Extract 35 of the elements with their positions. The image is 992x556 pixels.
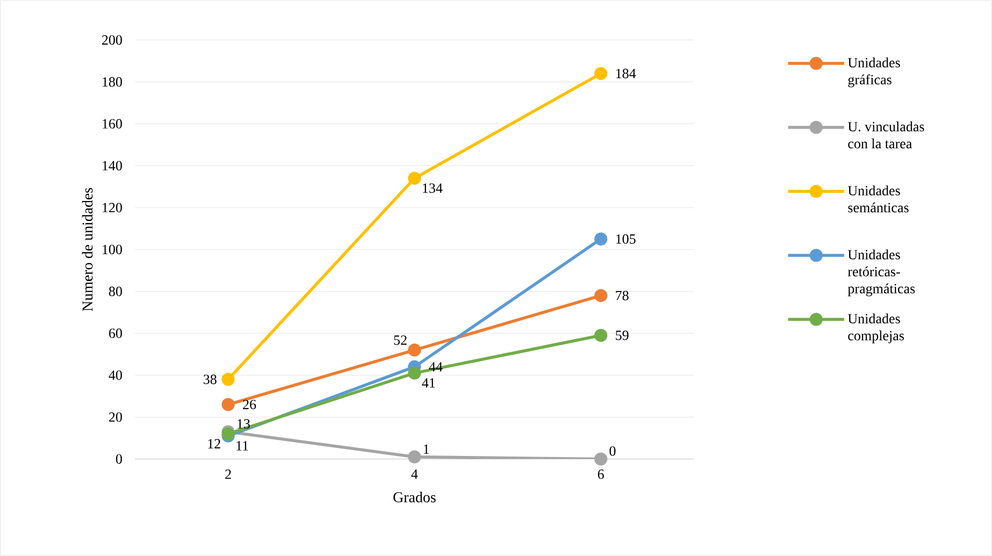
data-label: 0 bbox=[610, 446, 616, 456]
data-label: 52 bbox=[394, 335, 407, 345]
y-tick-label: 0 bbox=[116, 454, 122, 464]
data-label: 26 bbox=[242, 400, 256, 410]
y-tick-label: 100 bbox=[102, 244, 122, 254]
data-label: 38 bbox=[204, 374, 216, 384]
y-tick-label: 60 bbox=[109, 328, 122, 338]
data-label: 13 bbox=[238, 419, 250, 429]
legend-label: Unidades complejas bbox=[848, 314, 904, 344]
y-axis-title: Numero de unidades bbox=[82, 188, 93, 312]
data-label: 78 bbox=[616, 290, 629, 300]
x-axis-title: Grados bbox=[393, 492, 436, 502]
y-tick-label: 180 bbox=[102, 77, 122, 87]
data-label: 184 bbox=[616, 68, 636, 78]
legend-label: U. vinculadas con la tarea bbox=[848, 122, 924, 148]
y-tick-label: 140 bbox=[102, 160, 122, 170]
y-tick-label: 160 bbox=[102, 119, 122, 129]
x-tick-label: 4 bbox=[411, 470, 418, 479]
legend-label: Unidades retóricas-pragmáticas bbox=[848, 250, 915, 296]
data-label: 11 bbox=[236, 441, 248, 450]
y-tick-label: 200 bbox=[102, 35, 122, 45]
x-tick-label: 6 bbox=[598, 470, 604, 479]
data-label: 59 bbox=[616, 330, 628, 340]
legend-label: Unidades gráficas bbox=[848, 58, 900, 88]
data-label: 105 bbox=[616, 234, 636, 244]
data-label: 1 bbox=[424, 444, 429, 454]
data-label: 41 bbox=[422, 378, 435, 388]
data-label: 134 bbox=[422, 183, 442, 193]
y-tick-label: 80 bbox=[109, 286, 122, 296]
data-label: 12 bbox=[208, 439, 220, 448]
legend-label: Unidades semánticas bbox=[848, 186, 909, 212]
x-tick-label: 2 bbox=[225, 470, 231, 479]
y-tick-label: 40 bbox=[108, 370, 122, 380]
y-tick-label: 120 bbox=[102, 202, 122, 212]
y-tick-label: 20 bbox=[109, 412, 122, 422]
